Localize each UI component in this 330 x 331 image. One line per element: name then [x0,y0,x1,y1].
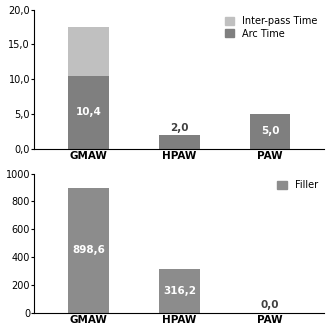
Bar [68,27,109,76]
Text: 898,6: 898,6 [72,245,105,255]
Bar [68,188,109,313]
Text: 2,0: 2,0 [170,122,188,133]
Text: 5,0: 5,0 [261,126,279,136]
Text: 0,0: 0,0 [261,300,279,310]
Bar [249,114,290,149]
Bar [159,135,200,149]
Bar [68,76,109,149]
Legend: Inter-pass Time, Arc Time: Inter-pass Time, Arc Time [223,15,319,41]
Bar [159,269,200,313]
Text: 316,2: 316,2 [163,286,196,296]
Legend: Filler: Filler [275,178,319,192]
Text: 10,4: 10,4 [76,108,102,118]
